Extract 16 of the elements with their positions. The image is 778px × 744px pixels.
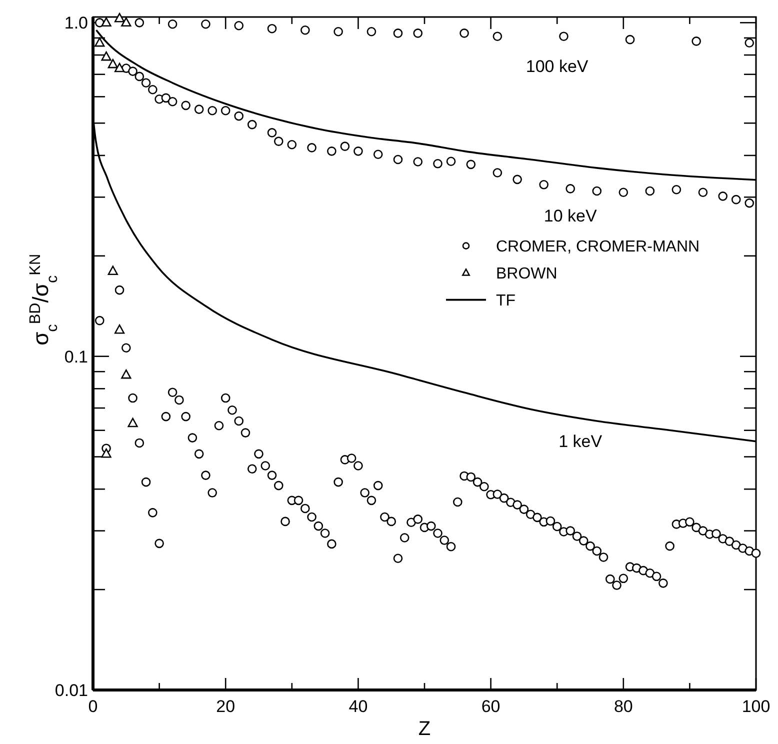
x-tick-label: 0 [88,697,98,716]
x-axis-title: Z [418,718,431,740]
x-tick-label: 80 [614,697,633,716]
y-tick-label: 0.1 [64,347,88,366]
annotation: 10 keV [544,206,598,226]
y-tick-label: 0.01 [54,680,88,700]
legend-label: TF [496,292,516,310]
annotation: 1 keV [558,432,603,451]
x-tick-label: 40 [348,697,368,716]
annotation: 100 keV [526,57,589,76]
x-tick-label: 100 [742,697,770,716]
legend-label: BROWN [496,265,558,282]
x-tick-label: 20 [216,697,236,716]
legend-label: CROMER, CROMER-MANN [496,238,700,256]
y-tick-label: 1.0 [64,14,88,33]
x-tick-label: 60 [481,697,500,716]
